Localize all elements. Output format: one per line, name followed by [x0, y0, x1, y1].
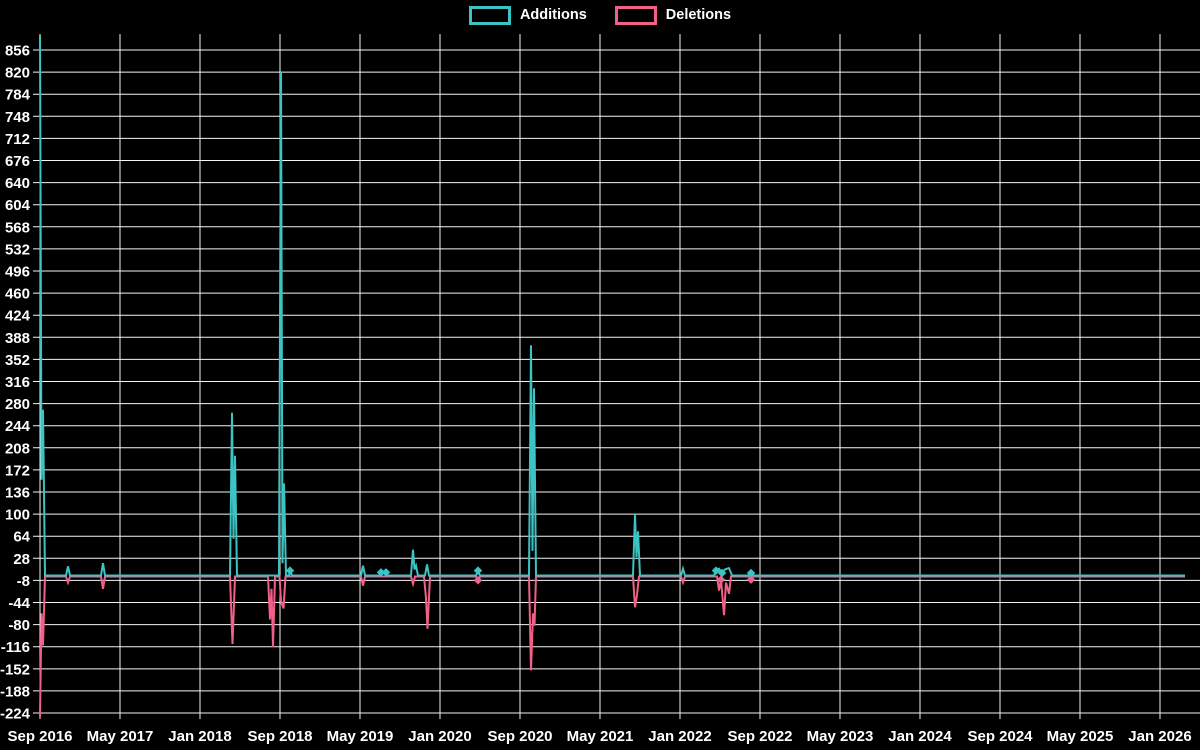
- deletions-swatch-icon: [614, 6, 657, 25]
- y-tick-label: 208: [5, 440, 30, 457]
- y-tick-label: 676: [5, 153, 30, 170]
- vertical-gridlines: [39, 34, 1161, 719]
- x-tick-label: Sep 2016: [7, 728, 72, 745]
- y-tick-label: 784: [5, 87, 31, 104]
- y-tick-label: -116: [1, 639, 30, 656]
- y-tick-label: 136: [5, 485, 30, 502]
- additions-point-marker: [473, 566, 483, 575]
- y-tick-label: 496: [5, 264, 30, 281]
- x-tick-label: Jan 2026: [1128, 728, 1191, 745]
- y-tick-label: -80: [8, 617, 30, 634]
- x-tick-label: Sep 2022: [727, 728, 792, 745]
- y-tick-label: 424: [5, 308, 31, 325]
- y-tick-label: 640: [5, 175, 30, 192]
- x-tick-label: Jan 2024: [888, 728, 952, 745]
- x-tick-label: May 2017: [87, 728, 154, 745]
- x-tick-label: May 2023: [807, 728, 874, 745]
- additions-swatch-icon: [468, 6, 511, 25]
- y-tick-label: -152: [0, 661, 30, 678]
- y-tick-label: 460: [5, 286, 30, 303]
- legend-item-additions[interactable]: Additions: [468, 6, 587, 25]
- y-tick-label: 388: [5, 330, 30, 347]
- y-tick-label: 172: [5, 462, 30, 479]
- x-tick-label: Jan 2018: [168, 728, 231, 745]
- x-tick-label: Jan 2022: [648, 728, 711, 745]
- x-axis-labels: Sep 2016 May 2017 Jan 2018 Sep 2018 May 2019…: [7, 728, 1191, 745]
- y-tick-label: 28: [13, 551, 30, 568]
- y-tick-label: -8: [17, 573, 30, 590]
- y-tick-label: -224: [0, 706, 31, 723]
- y-tick-label: 100: [5, 507, 30, 524]
- legend-item-deletions[interactable]: Deletions: [614, 6, 732, 25]
- y-tick-label: 748: [5, 109, 30, 126]
- y-tick-label: -44: [8, 595, 30, 612]
- x-tick-label: Sep 2020: [487, 728, 552, 745]
- y-tick-label: 244: [5, 418, 31, 435]
- y-axis-labels: 856 820 784 748 712 676 640 604 568 532 496 460 424 3…: [0, 43, 31, 723]
- horizontal-gridlines: [33, 49, 1200, 714]
- deletions-series: [39, 575, 1185, 717]
- y-tick-label: 568: [5, 219, 30, 236]
- x-tick-label: Sep 2018: [247, 728, 312, 745]
- legend-label-deletions: Deletions: [665, 7, 732, 24]
- x-tick-label: Jan 2020: [408, 728, 471, 745]
- y-tick-label: 316: [5, 374, 30, 391]
- y-tick-label: -188: [0, 683, 30, 700]
- y-tick-label: 604: [5, 197, 31, 214]
- y-tick-label: 280: [5, 396, 30, 413]
- additions-series-line: [39, 35, 1185, 577]
- chart-legend: Additions Deletions: [0, 6, 1200, 25]
- x-tick-label: May 2025: [1047, 728, 1114, 745]
- x-tick-label: May 2019: [327, 728, 394, 745]
- y-tick-label: 712: [5, 131, 30, 148]
- y-tick-label: 64: [13, 529, 30, 546]
- x-tick-label: Sep 2024: [967, 728, 1033, 745]
- additions-point-marker: [285, 566, 295, 575]
- x-tick-label: May 2021: [567, 728, 634, 745]
- y-tick-label: 532: [5, 241, 30, 258]
- y-tick-label: 820: [5, 65, 30, 82]
- y-tick-label: 856: [5, 43, 30, 60]
- y-tick-label: 352: [5, 352, 30, 369]
- legend-label-additions: Additions: [519, 7, 587, 24]
